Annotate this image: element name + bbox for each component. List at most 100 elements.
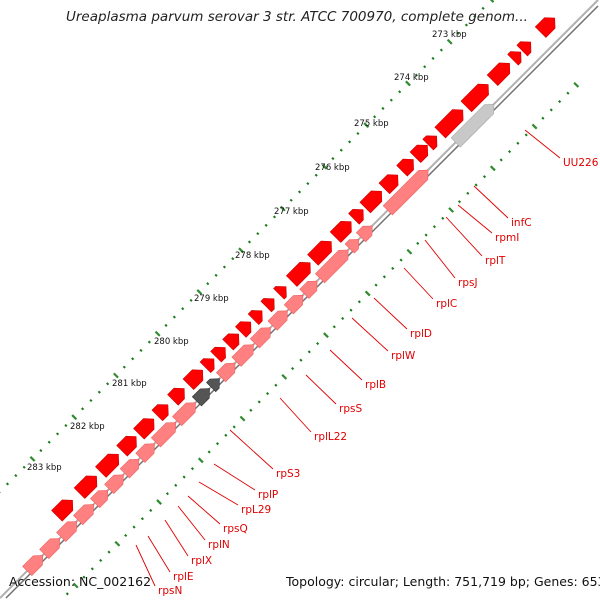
outer-gene-arrow[interactable] — [329, 220, 352, 243]
gene-label[interactable]: infC — [511, 217, 532, 229]
inner-tick-mark — [239, 415, 246, 422]
outer-tick-mark — [106, 382, 110, 386]
gene-label[interactable]: rpsJ — [458, 277, 478, 289]
inner-gene-bar[interactable] — [299, 280, 318, 299]
outer-tick-mark — [247, 240, 252, 244]
inner-gene-bar[interactable] — [231, 344, 254, 367]
inner-gene-bar[interactable] — [119, 458, 140, 479]
outer-tick-mark — [29, 456, 36, 462]
outer-gene-arrow[interactable] — [396, 158, 414, 177]
gene-label[interactable]: rplP — [258, 489, 278, 501]
kbp-label: 274 kbp — [394, 73, 429, 83]
outer-gene-arrow[interactable] — [133, 418, 155, 440]
inner-gene-bar[interactable] — [382, 169, 429, 216]
outer-gene-arrow[interactable] — [235, 321, 252, 338]
outer-gene-arrow[interactable] — [434, 109, 464, 139]
outer-gene-arrow[interactable] — [151, 404, 169, 422]
accession-text: Accession: NC_002162 — [9, 574, 152, 589]
outer-gene-arrow[interactable] — [307, 240, 332, 266]
inner-gene-bar[interactable] — [355, 225, 373, 243]
outer-gene-arrow[interactable] — [409, 144, 429, 164]
kbp-label: 277 kbp — [274, 207, 309, 217]
outer-gene-arrow[interactable] — [222, 333, 240, 351]
outer-gene-arrow[interactable] — [247, 310, 263, 326]
outer-tick-mark — [122, 365, 126, 369]
gene-label[interactable]: rplT — [485, 255, 506, 267]
gene-label[interactable]: rpL29 — [241, 504, 271, 516]
outer-gene-arrow[interactable] — [348, 208, 364, 225]
gene-label[interactable]: UU226 — [563, 157, 599, 169]
inner-tick-mark — [558, 99, 562, 104]
inner-gene-bar[interactable] — [150, 422, 177, 448]
outer-gene-arrow[interactable] — [534, 17, 556, 38]
kbp-label: 278 kbp — [235, 251, 270, 261]
gene-label[interactable]: rplW — [391, 350, 416, 362]
gene-label-leader — [524, 129, 561, 159]
inner-gene-bar[interactable] — [22, 555, 44, 577]
selected-gene-bar[interactable] — [191, 388, 210, 407]
inner-tick-mark — [341, 316, 345, 321]
outer-tick-mark — [113, 372, 119, 379]
outer-gene-arrow[interactable] — [73, 475, 98, 499]
inner-gene-bar[interactable] — [39, 538, 61, 560]
inner-gene-bar[interactable] — [135, 443, 155, 463]
outer-gene-arrow[interactable] — [116, 435, 137, 457]
outer-tick-mark — [89, 398, 93, 403]
inner-gene-bar[interactable] — [249, 327, 271, 349]
gene-label[interactable]: rplL22 — [314, 431, 347, 443]
outer-gene-arrow[interactable] — [378, 174, 399, 195]
gene-label[interactable]: rpmI — [495, 232, 519, 244]
outer-gene-arrow[interactable] — [285, 261, 311, 287]
outer-gene-arrow[interactable] — [273, 286, 287, 300]
inner-gene-bar[interactable] — [283, 294, 304, 315]
outer-gene-arrow[interactable] — [182, 369, 204, 391]
gene-label[interactable]: rpsS — [339, 403, 362, 415]
inner-tick-mark — [190, 467, 195, 471]
outer-gene-arrow[interactable] — [51, 499, 74, 522]
outer-gene-arrow[interactable] — [516, 41, 532, 57]
gene-label[interactable]: rplN — [208, 539, 230, 551]
inner-tick-mark — [424, 233, 428, 237]
gene-label[interactable]: rplX — [191, 555, 212, 567]
gene-label[interactable]: rplB — [365, 379, 386, 391]
outer-gene-arrow[interactable] — [167, 387, 185, 406]
gene-label[interactable]: rpsN — [158, 585, 182, 597]
outer-gene-arrow[interactable] — [507, 51, 522, 66]
inner-gene-bar[interactable] — [450, 103, 495, 148]
outer-gene-arrow[interactable] — [486, 62, 511, 87]
gene-label-leader — [177, 505, 206, 541]
inner-gene-bar[interactable] — [314, 249, 349, 284]
gene-label-layer: UU226infCrpmIrplTrpsJrplCrplDrplWrplBrps… — [135, 129, 599, 597]
inner-gene-bar[interactable] — [215, 362, 236, 383]
inner-gene-bar[interactable] — [90, 490, 109, 509]
inner-gene-bar[interactable] — [344, 239, 360, 254]
inner-tick-mark — [281, 373, 288, 380]
inner-tick-mark — [132, 525, 136, 529]
map-title: Ureaplasma parvum serovar 3 str. ATCC 70… — [66, 9, 528, 25]
gene-label[interactable]: rpS3 — [276, 468, 300, 480]
gene-label[interactable]: rplE — [173, 571, 194, 583]
outer-gene-track[interactable] — [51, 17, 556, 522]
inner-gene-bar[interactable] — [56, 521, 78, 543]
gene-label[interactable]: rplC — [436, 298, 457, 310]
inner-gene-bar[interactable] — [172, 402, 196, 427]
inner-gene-bar[interactable] — [267, 310, 288, 331]
outer-gene-arrow[interactable] — [359, 190, 383, 214]
gene-label[interactable]: rpsQ — [223, 523, 248, 535]
outer-gene-arrow[interactable] — [422, 135, 438, 151]
inner-tick-mark — [382, 275, 386, 279]
inner-tick-mark — [316, 341, 320, 346]
outer-gene-arrow[interactable] — [95, 453, 120, 478]
outer-gene-arrow[interactable] — [260, 298, 275, 313]
gene-label[interactable]: rplD — [410, 328, 432, 340]
outer-tick-mark — [55, 432, 60, 436]
inner-gene-track[interactable] — [22, 103, 495, 577]
outer-gene-arrow[interactable] — [210, 346, 226, 363]
outer-gene-arrow[interactable] — [199, 358, 215, 374]
selected-gene-bar[interactable] — [206, 378, 220, 393]
inner-gene-bar[interactable] — [104, 474, 124, 495]
outer-gene-arrow[interactable] — [460, 83, 489, 113]
inner-gene-bar[interactable] — [73, 504, 95, 526]
gene-label-leader — [279, 397, 312, 433]
